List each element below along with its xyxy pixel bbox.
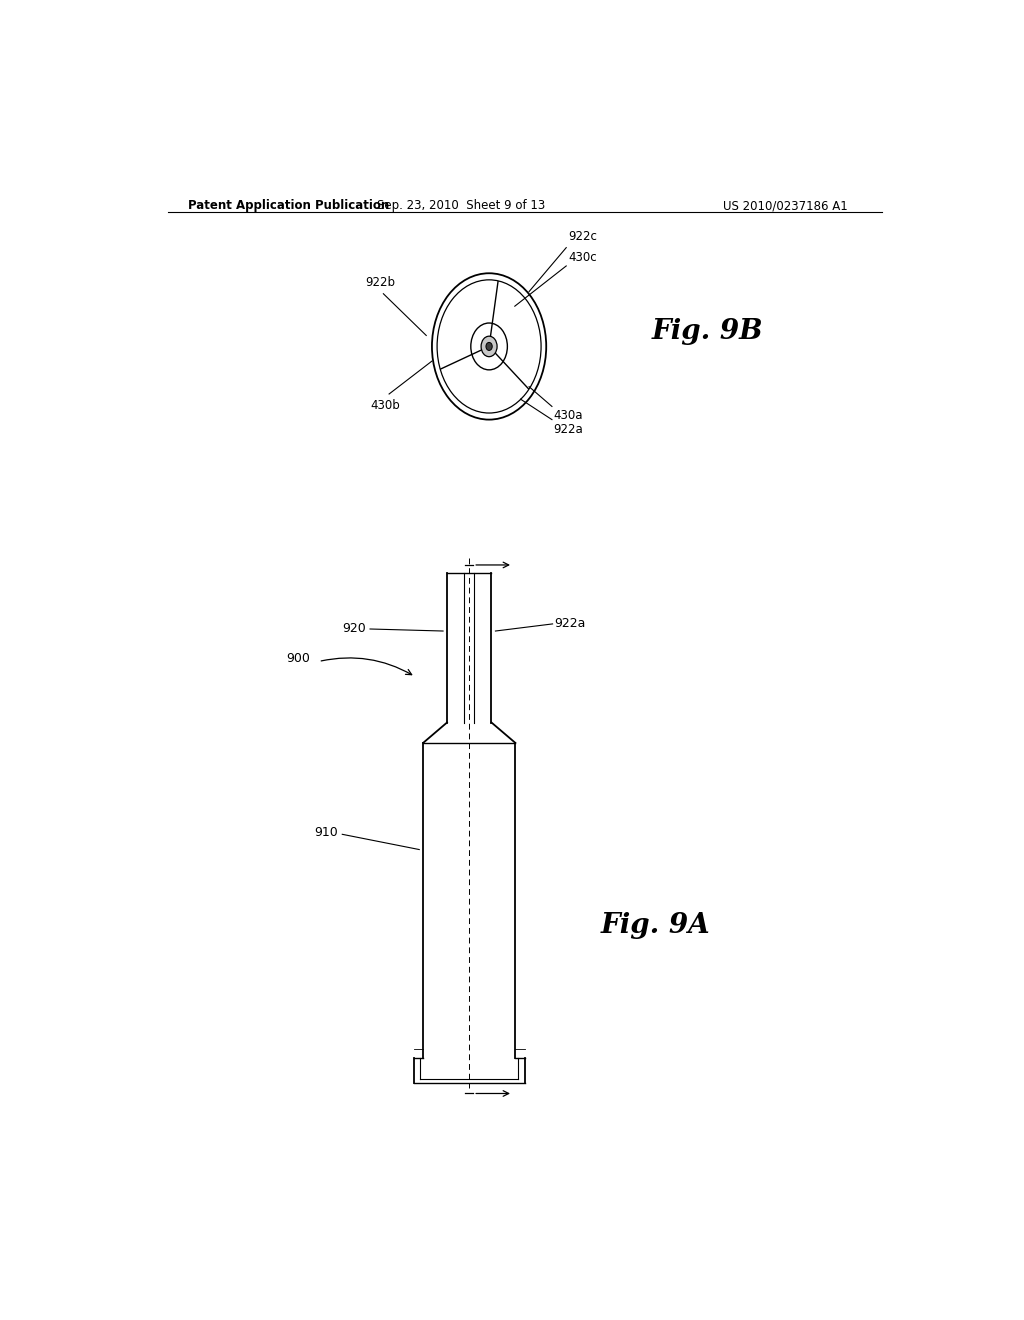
- Text: 922c: 922c: [568, 230, 597, 243]
- Text: 430a: 430a: [553, 409, 583, 421]
- Text: 910: 910: [314, 826, 338, 838]
- Text: 900: 900: [287, 652, 310, 665]
- Text: Sep. 23, 2010  Sheet 9 of 13: Sep. 23, 2010 Sheet 9 of 13: [377, 199, 546, 213]
- Text: Patent Application Publication: Patent Application Publication: [187, 199, 389, 213]
- Text: Fig. 9B: Fig. 9B: [652, 318, 764, 346]
- Text: Fig. 9A: Fig. 9A: [600, 912, 710, 940]
- Text: 922a: 922a: [554, 618, 586, 631]
- Circle shape: [486, 342, 493, 350]
- Text: 430b: 430b: [371, 399, 400, 412]
- Text: 920: 920: [342, 623, 367, 635]
- Text: 922b: 922b: [366, 276, 395, 289]
- Text: 922a: 922a: [553, 424, 583, 437]
- Text: 430c: 430c: [568, 252, 597, 264]
- Text: US 2010/0237186 A1: US 2010/0237186 A1: [723, 199, 848, 213]
- Circle shape: [481, 337, 497, 356]
